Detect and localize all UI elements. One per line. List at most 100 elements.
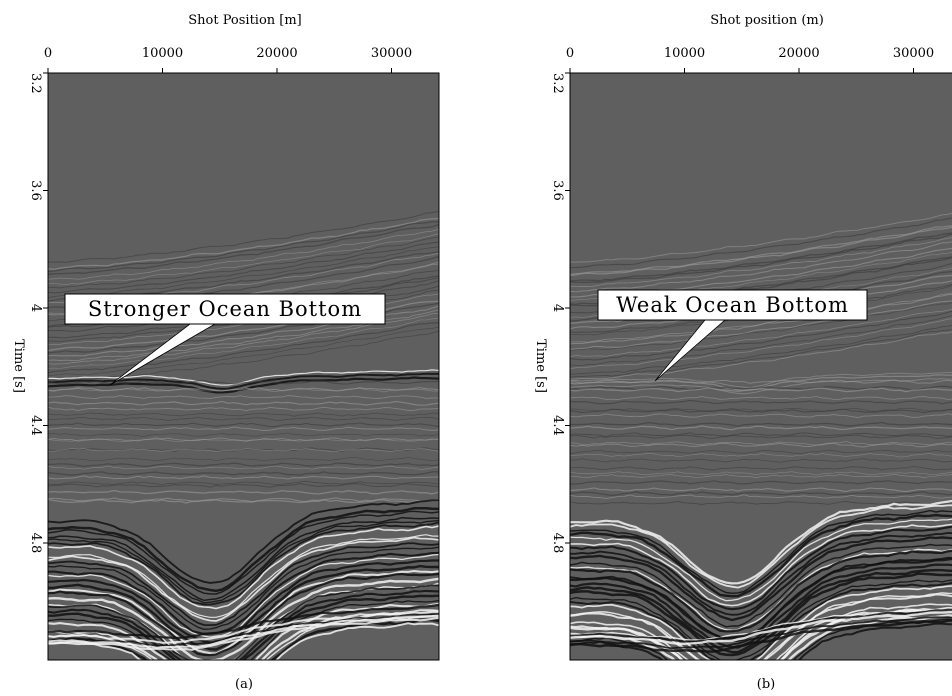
x-tick-label: 20000 [256, 46, 297, 61]
reflector [570, 487, 952, 493]
reflector [48, 480, 439, 486]
y-tick-label: 4 [550, 304, 565, 312]
x-tick-label: 0 [44, 46, 52, 61]
reflector [48, 519, 439, 604]
reflector [48, 217, 439, 270]
reflector [570, 452, 952, 458]
reflector [570, 329, 952, 378]
reflector [48, 589, 439, 660]
reflector [570, 499, 952, 585]
reflector [570, 434, 952, 439]
reflector [570, 395, 952, 401]
reflector [570, 226, 952, 277]
reflector [48, 572, 439, 657]
x-tick-label: 10000 [142, 46, 183, 61]
reflector [570, 466, 952, 471]
reflector [48, 506, 439, 593]
x-tick-label: 10000 [664, 46, 705, 61]
reflector [570, 513, 952, 598]
reflector [48, 233, 439, 286]
reflector [570, 458, 952, 463]
x-tick-label: 20000 [778, 46, 819, 61]
reflector [570, 372, 952, 389]
reflector [570, 557, 952, 643]
reflector [48, 499, 439, 584]
reflector [570, 379, 952, 384]
reflector [570, 593, 952, 660]
annotation-box [597, 289, 868, 321]
reflector [570, 432, 952, 438]
reflector [48, 498, 439, 504]
reflector [48, 437, 439, 442]
reflector [570, 603, 952, 660]
reflector [570, 232, 952, 282]
reflector [570, 518, 952, 602]
reflector [570, 310, 952, 361]
x-tick-label: 30000 [893, 46, 934, 61]
reflector [48, 241, 439, 294]
reflector [570, 325, 952, 375]
reflector [570, 442, 952, 448]
reflector [570, 408, 952, 414]
reflector [570, 616, 952, 650]
y-tick-label: 3.2 [28, 73, 43, 94]
reflector [570, 413, 952, 418]
reflector [48, 553, 439, 638]
annotation-box [64, 293, 386, 325]
reflector [570, 318, 952, 369]
reflector [48, 577, 439, 660]
reflector [48, 432, 439, 437]
seismic-image [48, 73, 439, 660]
reflector [48, 622, 439, 660]
reflector [48, 220, 439, 273]
reflector [48, 559, 439, 644]
reflector [48, 395, 439, 399]
caption: (b) [757, 677, 775, 692]
reflector [570, 523, 952, 607]
reflector [48, 546, 439, 630]
reflector [570, 622, 952, 660]
reflector [48, 447, 439, 453]
reflector [570, 421, 952, 427]
annotation-text: Stronger Ocean Bottom [88, 297, 362, 321]
reflector [48, 210, 439, 263]
reflector [570, 509, 952, 595]
reflector [48, 475, 439, 480]
y-axis-label: Time [s] [11, 339, 26, 393]
reflector [48, 412, 439, 417]
reflector [570, 387, 952, 393]
y-tick-label: 3.2 [550, 73, 565, 94]
reflector [570, 536, 952, 622]
y-tick-label: 4.8 [550, 533, 565, 554]
reflector [570, 293, 952, 345]
y-tick-label: 4.4 [28, 415, 43, 436]
reflector [48, 456, 439, 462]
reflector [570, 579, 952, 660]
reflector [48, 326, 439, 377]
reflector [48, 516, 439, 602]
y-axis-label: Time [s] [533, 339, 548, 393]
reflector [48, 462, 439, 468]
reflector [570, 549, 952, 633]
reflector [570, 494, 952, 499]
reflector [48, 599, 439, 660]
reflector [48, 471, 439, 476]
reflector [570, 425, 952, 431]
reflector [48, 564, 439, 651]
y-tick-label: 3.6 [550, 180, 565, 201]
reflector [570, 308, 952, 357]
reflector [48, 228, 439, 280]
reflector [48, 380, 439, 385]
reflector [570, 241, 952, 293]
reflector [48, 489, 439, 495]
reflector [570, 473, 952, 479]
reflector [570, 471, 952, 476]
reflector [48, 602, 439, 660]
reflector [48, 388, 439, 393]
reflector [570, 399, 952, 405]
image-frame [47, 72, 440, 661]
reflector [48, 426, 439, 431]
reflector [570, 572, 952, 657]
reflector [48, 400, 439, 406]
